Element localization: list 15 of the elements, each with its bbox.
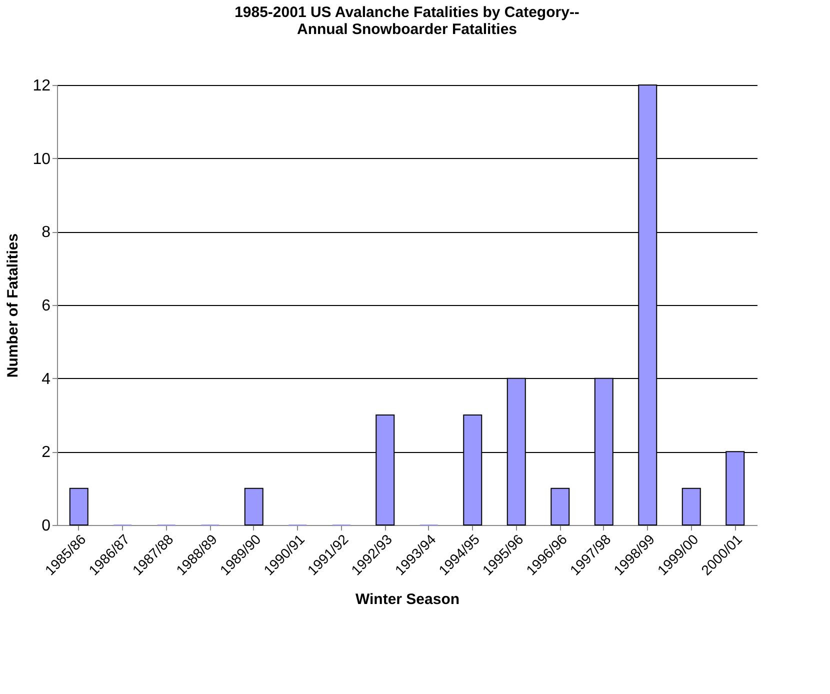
bar (682, 488, 701, 526)
y-tick-label: 0 (42, 518, 51, 534)
y-tick-label: 2 (42, 444, 51, 462)
y-tick-label: 10 (32, 150, 51, 168)
x-axis-title: Winter Season (355, 591, 460, 608)
text: Annual Snowboarder Fatalities (296, 21, 518, 38)
bar (550, 488, 570, 526)
bar (244, 488, 264, 526)
text: 1985-2001 US Avalanche Fatalities by Category-- (234, 4, 580, 21)
y-tick-label: 6 (42, 298, 51, 314)
y-tick-label: 4 (42, 370, 51, 388)
y-tick-label: 8 (42, 224, 51, 242)
y-tick-label: 12 (32, 78, 51, 94)
y-axis-title: Number of Fatalities (4, 233, 22, 378)
bar (69, 488, 88, 526)
